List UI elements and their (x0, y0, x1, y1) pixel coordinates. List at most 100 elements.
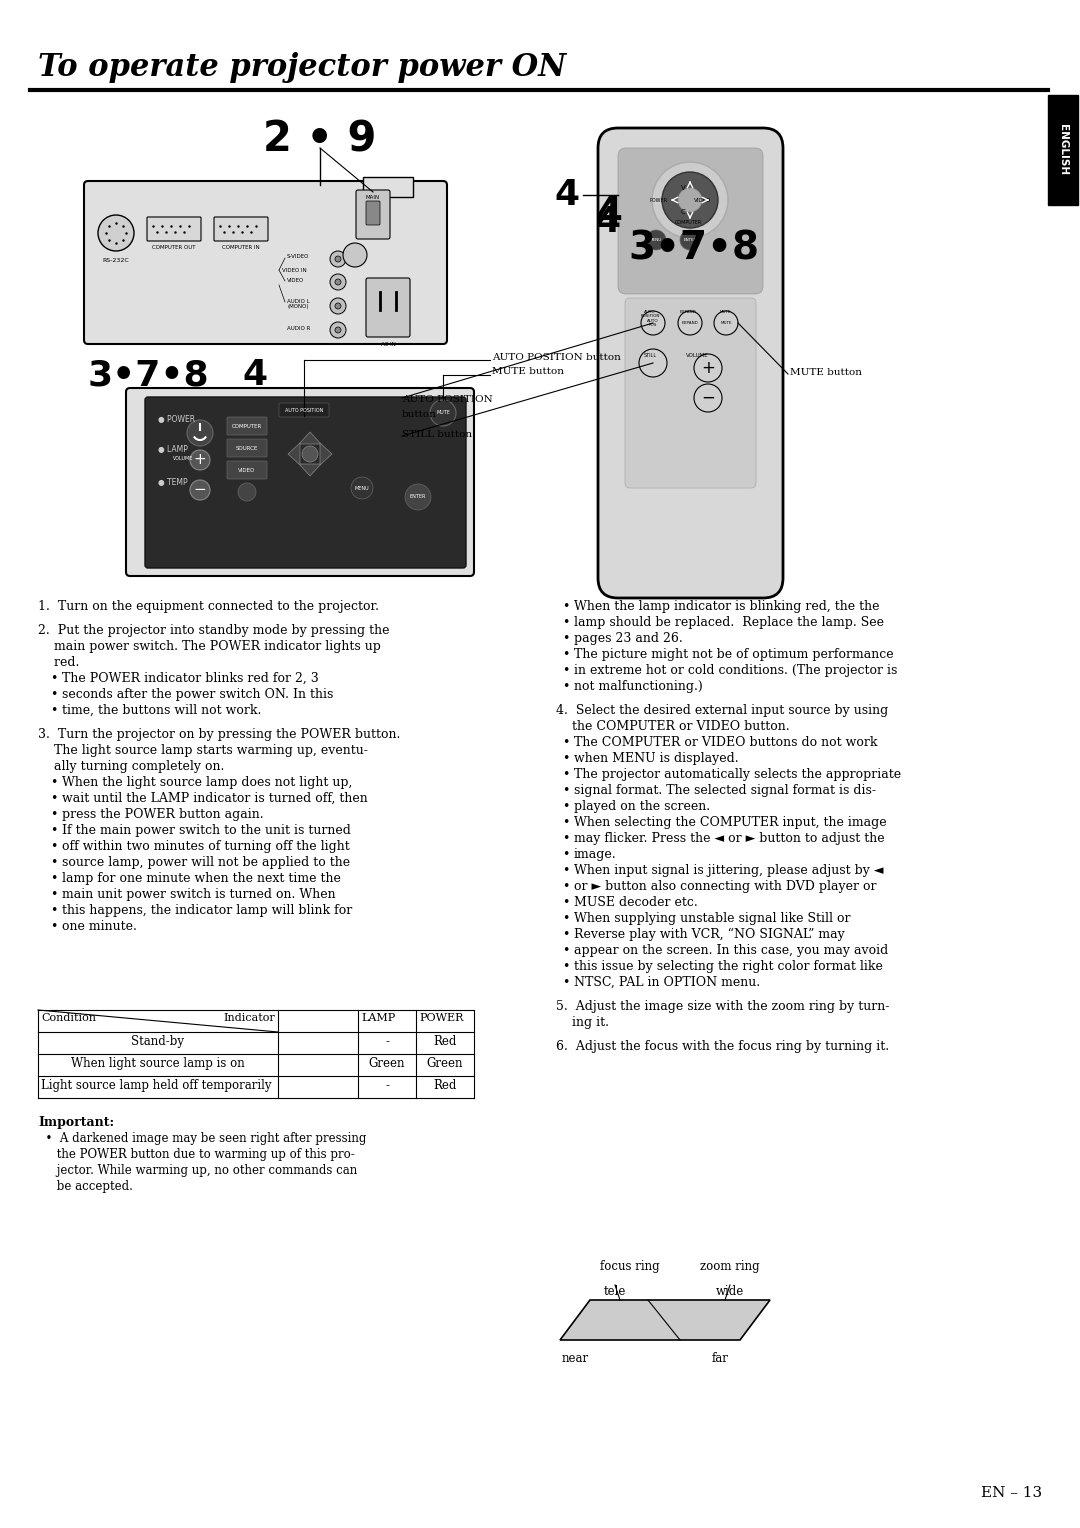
Polygon shape (320, 443, 332, 465)
Text: time, the buttons will not work.: time, the buttons will not work. (62, 704, 261, 717)
Text: MUTE button: MUTE button (789, 368, 862, 377)
Text: AUDIO L
(MONO): AUDIO L (MONO) (287, 298, 310, 309)
Circle shape (714, 312, 738, 335)
Text: 4.  Select the desired external input source by using: 4. Select the desired external input sou… (556, 704, 888, 717)
Text: ally turning completely on.: ally turning completely on. (38, 759, 225, 773)
Text: played on the screen.: played on the screen. (573, 801, 711, 813)
Text: S-VIDEO: S-VIDEO (287, 255, 309, 260)
Text: •: • (562, 944, 569, 957)
Text: If the main power switch to the unit is turned: If the main power switch to the unit is … (62, 824, 351, 837)
Text: 4: 4 (242, 358, 267, 393)
Text: •: • (562, 616, 569, 630)
Text: •: • (50, 672, 57, 685)
Text: •: • (50, 688, 57, 701)
Text: press the POWER button again.: press the POWER button again. (62, 808, 264, 821)
FancyBboxPatch shape (227, 439, 267, 457)
Text: ENTER: ENTER (684, 238, 697, 241)
Text: V: V (680, 185, 686, 191)
Circle shape (330, 298, 346, 313)
Text: •: • (50, 792, 57, 805)
Text: focus ring: focus ring (600, 1261, 660, 1273)
Text: •: • (562, 601, 569, 613)
Text: When selecting the COMPUTER input, the image: When selecting the COMPUTER input, the i… (573, 816, 887, 830)
Circle shape (405, 484, 431, 510)
Text: wide: wide (716, 1285, 744, 1297)
Circle shape (430, 400, 456, 426)
Circle shape (652, 162, 728, 238)
Text: •: • (50, 856, 57, 869)
Text: Green: Green (427, 1057, 463, 1070)
Text: •: • (562, 880, 569, 892)
Text: POWER: POWER (419, 1013, 463, 1024)
Text: •: • (562, 784, 569, 798)
Text: •: • (562, 665, 569, 677)
Text: 4: 4 (555, 177, 580, 212)
Text: VIDEO: VIDEO (239, 468, 256, 472)
Text: Important:: Important: (38, 1115, 114, 1129)
Text: COMPUTER OUT: COMPUTER OUT (152, 244, 195, 251)
Text: AUTO POSITION: AUTO POSITION (285, 408, 323, 413)
FancyBboxPatch shape (598, 128, 783, 597)
Text: When the lamp indicator is blinking red, the the: When the lamp indicator is blinking red,… (573, 601, 879, 613)
FancyBboxPatch shape (227, 461, 267, 478)
Text: ● LAMP: ● LAMP (158, 445, 188, 454)
Text: 5.  Adjust the image size with the zoom ring by turn-: 5. Adjust the image size with the zoom r… (556, 999, 889, 1013)
Text: STILL: STILL (644, 353, 657, 358)
Text: Condition: Condition (41, 1013, 96, 1024)
Text: COMPUTER: COMPUTER (232, 423, 262, 428)
Text: SOURCE: SOURCE (235, 446, 258, 451)
Text: this happens, the indicator lamp will blink for: this happens, the indicator lamp will bl… (62, 905, 352, 917)
Polygon shape (299, 432, 321, 445)
Text: EXPAND: EXPAND (681, 321, 699, 325)
Text: near: near (562, 1352, 589, 1365)
Text: MUTE: MUTE (719, 310, 731, 313)
Text: •: • (562, 848, 569, 860)
Text: 3•7•8: 3•7•8 (87, 358, 210, 393)
FancyBboxPatch shape (366, 278, 410, 338)
FancyBboxPatch shape (84, 180, 447, 344)
Text: or ► button also connecting with DVD player or: or ► button also connecting with DVD pla… (573, 880, 877, 892)
Circle shape (351, 477, 373, 500)
Text: source lamp, power will not be applied to the: source lamp, power will not be applied t… (62, 856, 350, 869)
Text: AUDIO R: AUDIO R (287, 325, 310, 330)
Circle shape (330, 251, 346, 267)
Text: COMPUTER IN: COMPUTER IN (222, 244, 260, 251)
Circle shape (642, 312, 665, 335)
FancyBboxPatch shape (356, 189, 390, 238)
Text: Indicator: Indicator (224, 1013, 275, 1024)
Text: The projector automatically selects the appropriate: The projector automatically selects the … (573, 769, 901, 781)
Text: •: • (50, 872, 57, 885)
Text: VOLUME: VOLUME (173, 455, 193, 460)
Circle shape (335, 303, 341, 309)
FancyBboxPatch shape (147, 217, 201, 241)
Text: •: • (50, 776, 57, 788)
Text: AUTO POSITION button: AUTO POSITION button (492, 353, 621, 362)
Text: When the light source lamp does not light up,: When the light source lamp does not ligh… (62, 776, 352, 788)
Text: AUTO: AUTO (644, 310, 656, 313)
Circle shape (639, 348, 667, 377)
FancyBboxPatch shape (1048, 95, 1078, 205)
FancyBboxPatch shape (279, 403, 329, 417)
Text: AC IN: AC IN (380, 342, 395, 347)
Text: off within two minutes of turning off the light: off within two minutes of turning off th… (62, 840, 350, 853)
Text: in extreme hot or cold conditions. (The projector is: in extreme hot or cold conditions. (The … (573, 665, 897, 677)
Text: MUTE: MUTE (720, 321, 732, 325)
Text: Green: Green (368, 1057, 405, 1070)
Text: jector. While warming up, no other commands can: jector. While warming up, no other comma… (38, 1164, 357, 1177)
Text: seconds after the power switch ON. In this: seconds after the power switch ON. In th… (62, 688, 334, 701)
FancyBboxPatch shape (145, 397, 465, 568)
Text: AUTO
POS: AUTO POS (647, 319, 659, 327)
Circle shape (335, 280, 341, 286)
Text: To operate projector power ON: To operate projector power ON (38, 52, 566, 83)
Text: STILL button: STILL button (402, 429, 472, 439)
Text: •: • (50, 840, 57, 853)
FancyBboxPatch shape (214, 217, 268, 241)
FancyBboxPatch shape (625, 298, 756, 487)
Text: POWER: POWER (649, 197, 667, 203)
Text: tele: tele (604, 1285, 626, 1297)
Text: Stand-by: Stand-by (132, 1034, 185, 1048)
Text: −: − (193, 483, 206, 498)
Text: •: • (50, 888, 57, 902)
Text: •: • (562, 648, 569, 662)
Text: RS-232C: RS-232C (103, 258, 130, 263)
